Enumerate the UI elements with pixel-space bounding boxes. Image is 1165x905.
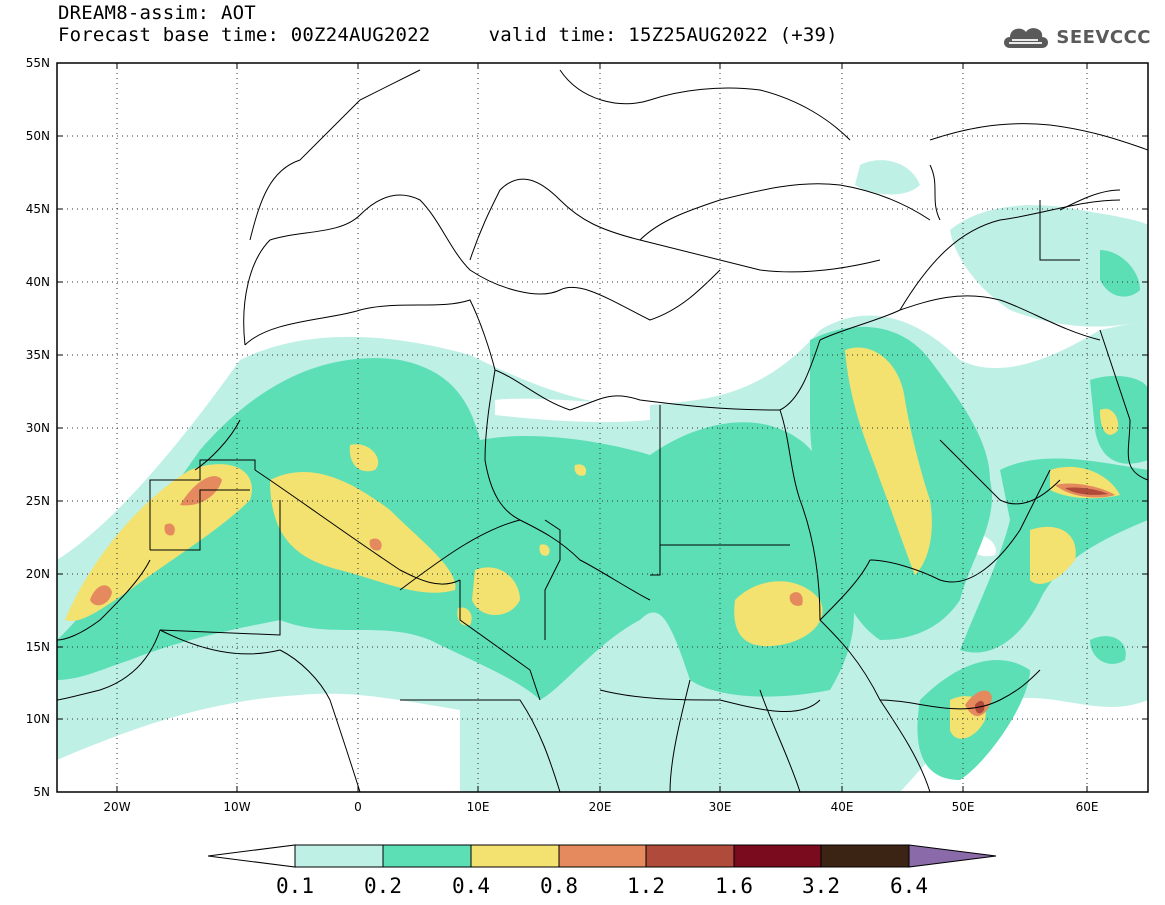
logo-text: SEEVCCC [1056, 26, 1151, 48]
lat-label-20n: 20N [26, 567, 50, 581]
lat-label-55n: 55N [26, 56, 50, 70]
lon-label-10e: 10E [467, 800, 490, 814]
lon-label-50e: 50E [952, 800, 975, 814]
colorbar-label-1-6: 1.6 [715, 874, 753, 898]
colorbar-label-0-8: 0.8 [540, 874, 578, 898]
title-line-1: DREAM8-assim: AOT [58, 2, 256, 24]
colorbar [207, 844, 997, 868]
lon-label-30e: 30E [709, 800, 732, 814]
lat-label-45n: 45N [26, 202, 50, 216]
lat-label-30n: 30N [26, 421, 50, 435]
lat-label-5n: 5N [33, 785, 50, 799]
seevccc-logo: SEEVCCC [1000, 22, 1151, 52]
colorbar-label-1-2: 1.2 [627, 874, 665, 898]
title-line-2: Forecast base time: 00Z24AUG2022 valid t… [58, 24, 838, 46]
map-grid [57, 63, 1148, 792]
colorbar-label-6-4: 6.4 [890, 874, 928, 898]
cloud-icon [1004, 28, 1049, 48]
aot-level-0-4 [65, 347, 1120, 739]
colorbar-swatch-3-2 [820, 844, 910, 868]
lat-label-15n: 15N [26, 640, 50, 654]
colorbar-swatch-0-2 [382, 844, 472, 868]
lat-label-35n: 35N [26, 348, 50, 362]
lat-label-50n: 50N [26, 129, 50, 143]
aot-field [57, 63, 1148, 792]
lat-label-25n: 25N [26, 494, 50, 508]
lat-label-40n: 40N [26, 275, 50, 289]
colorbar-swatch-0-4 [470, 844, 560, 868]
lon-axis: 20W 10W 0 10E 20E 30E 40E 50E 60E [103, 63, 1098, 814]
lat-axis: 55N 50N 45N 40N 35N 30N 25N 20N 15N 10N … [26, 56, 1148, 799]
colorbar-swatch-1-6 [733, 844, 822, 868]
colorbar-over-arrow [908, 844, 997, 868]
colorbar-labels: 0.1 0.2 0.4 0.8 1.2 1.6 3.2 6.4 [276, 874, 928, 898]
colorbar-label-0-4: 0.4 [452, 874, 490, 898]
lon-label-10w: 10W [223, 800, 250, 814]
colorbar-label-0-2: 0.2 [364, 874, 402, 898]
colorbar-label-3-2: 3.2 [802, 874, 840, 898]
lon-label-40e: 40E [831, 800, 854, 814]
lat-label-10n: 10N [26, 712, 50, 726]
colorbar-swatch-1-2 [645, 844, 735, 868]
colorbar-swatch-0-8 [558, 844, 647, 868]
lon-label-20w: 20W [103, 800, 130, 814]
map-title: DREAM8-assim: AOT Forecast base time: 00… [58, 2, 838, 46]
colorbar-under-arrow [207, 844, 296, 868]
lon-label-60e: 60E [1076, 800, 1099, 814]
lon-label-0: 0 [354, 800, 362, 814]
lon-label-20e: 20E [589, 800, 612, 814]
colorbar-label-0-1: 0.1 [276, 874, 314, 898]
colorbar-swatch-0-1 [294, 844, 384, 868]
country-borders [57, 69, 1148, 792]
